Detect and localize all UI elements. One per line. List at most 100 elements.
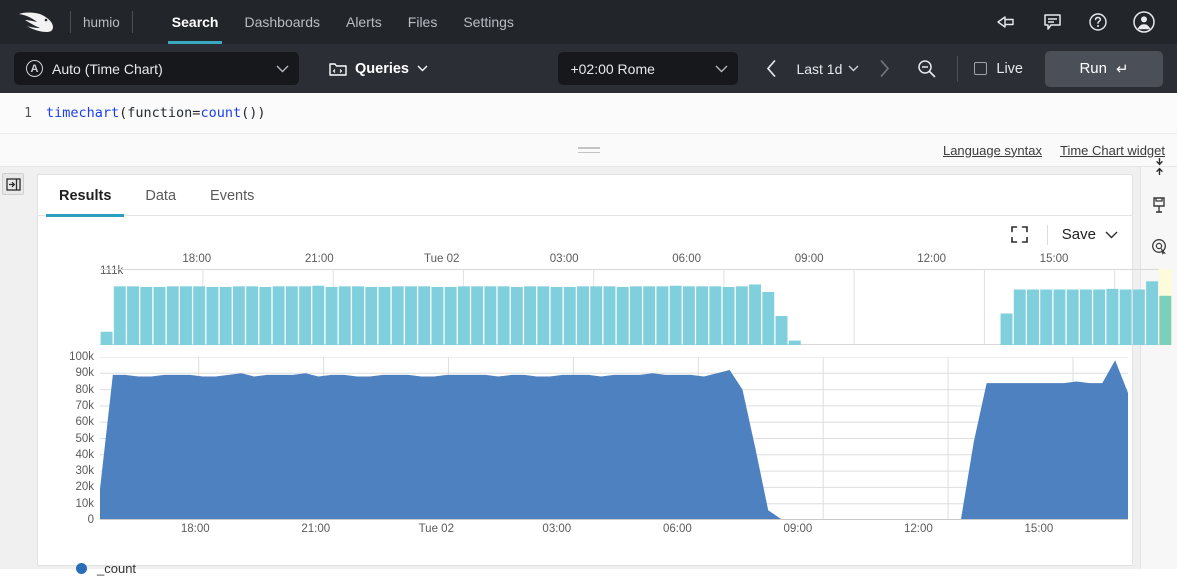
time-range-select[interactable]: Last 1d [788,61,867,77]
query-token-open: (function= [119,105,201,121]
main-x-tick: 06:00 [662,523,692,535]
editor-line-number: 1 [24,105,32,121]
live-label: Live [996,60,1023,77]
query-token-close: ()) [241,105,266,121]
splitter-grip-handle[interactable] [577,147,600,153]
timezone-label: +02:00 Rome [570,60,655,77]
main-nav-items: Search Dashboards Alerts Files Settings [159,0,527,44]
main-x-tick: 09:00 [783,523,813,535]
nav-item-settings[interactable]: Settings [463,14,514,30]
chevron-left-icon[interactable] [756,54,786,84]
main-y-tick: 60k [75,416,94,429]
main-y-tick: 0 [87,514,94,526]
language-syntax-link[interactable]: Language syntax [942,142,1042,158]
nav-item-dashboards[interactable]: Dashboards [244,14,320,30]
nav-item-search[interactable]: Search [159,0,232,44]
user-avatar-icon[interactable] [1131,9,1157,35]
mini-x-tick: 21:00 [304,253,334,265]
mini-x-tick: 09:00 [794,253,824,265]
legend-label: _count [97,561,137,576]
main-chart-x-labels: 18:00 21:00 Tue 02 03:00 06:00 09:00 12:00 15:0… [100,523,1092,539]
save-label: Save [1061,226,1096,243]
mini-x-tick: 18:00 [182,253,212,265]
target-pointer-icon[interactable] [1148,235,1170,257]
live-toggle[interactable]: Live [974,61,1023,77]
editor-links: Language syntax Time Chart widget [943,143,1177,158]
mini-chart-x-labels: 18:00 21:00 Tue 02 03:00 06:00 09:00 12:00 15:0… [100,253,1108,269]
results-body-area: Results Data Events Save 18:00 21:00 Tue 0… [0,157,1177,576]
main-y-tick: 30k [75,465,94,478]
zoom-out-icon[interactable] [911,54,941,84]
save-button[interactable]: Save [1062,226,1118,243]
mini-x-tick: 12:00 [917,253,946,265]
collapse-vertical-icon[interactable] [1148,155,1170,177]
main-x-tick: Tue 02 [418,523,454,535]
tab-data[interactable]: Data [145,187,177,204]
editor-splitter-bar: Language syntax Time Chart widget [0,134,1177,167]
chevron-right-icon[interactable] [869,54,899,84]
chevron-down-icon [1105,231,1118,239]
nav-item-alerts[interactable]: Alerts [345,14,382,30]
nav-item-files[interactable]: Files [407,14,438,30]
mini-x-tick: Tue 02 [424,253,460,265]
chevron-down-icon [417,65,428,72]
main-x-tick: 18:00 [180,523,210,535]
query-editor[interactable]: 1 timechart(function=count()) [0,93,1177,134]
query-token-timechart: timechart [46,105,120,121]
time-range-controls: Last 1d [756,54,941,84]
queries-folder-icon [329,61,347,77]
mini-chart-svg[interactable] [100,269,1172,345]
chart-legend: _count [50,541,136,576]
query-text[interactable]: timechart(function=count()) [46,105,265,121]
run-label: Run [1079,60,1107,77]
query-token-count: count [200,105,242,121]
main-y-tick: 90k [75,367,94,380]
save-widget-icon[interactable] [1148,195,1170,217]
chat-icon[interactable] [1039,9,1065,35]
main-area-chart[interactable]: 0 10k 20k 30k 40k 50k 60k 70k 80k 90k 100k 18:00 21… [50,351,1128,576]
main-y-tick: 40k [75,448,94,461]
mini-x-tick: 15:00 [1039,253,1069,265]
tab-events[interactable]: Events [210,187,255,204]
main-x-tick: 21:00 [301,523,331,535]
main-y-tick: 70k [75,399,94,412]
main-x-tick: 12:00 [904,523,933,535]
nav-divider-1 [70,11,71,33]
expand-panel-icon[interactable] [2,173,24,195]
live-checkbox[interactable] [974,62,988,75]
mini-x-tick: 03:00 [549,253,579,265]
main-x-tick: 03:00 [542,523,572,535]
main-y-tick: 80k [75,383,94,396]
main-chart-svg[interactable] [100,357,1128,520]
help-icon[interactable] [1085,9,1111,35]
nav-right-icons [993,9,1163,35]
legend-color-dot [76,563,87,574]
fullscreen-icon[interactable] [1007,222,1033,248]
queries-button[interactable]: Queries [329,61,428,77]
auto-badge-icon: A [26,60,43,77]
chart-action-bar: Save [38,216,1132,253]
time-range-label: Last 1d [796,60,843,77]
mini-timeline-chart[interactable]: 18:00 21:00 Tue 02 03:00 06:00 09:00 12:00 15:0… [50,253,1172,345]
main-x-tick: 15:00 [1024,523,1054,535]
timezone-select[interactable]: +02:00 Rome [558,52,739,85]
query-toolbar: A Auto (Time Chart) Queries +02:00 Rome … [0,44,1177,93]
chevron-down-icon [266,65,289,73]
falcon-logo-icon[interactable] [14,0,58,44]
tab-results[interactable]: Results [42,175,128,217]
enter-key-icon: ↵ [1115,60,1129,78]
megaphone-icon[interactable] [993,9,1019,35]
time-chart-widget-link[interactable]: Time Chart widget [1060,142,1165,158]
chart-bar-divider [1046,224,1048,245]
queries-label: Queries [355,60,409,77]
results-tabs: Results Data Events [38,175,1132,217]
left-rail [0,167,26,569]
chart-mode-select[interactable]: A Auto (Time Chart) [14,52,299,85]
run-button[interactable]: Run ↵ [1045,50,1163,87]
mini-x-tick: 06:00 [672,253,702,265]
toolbar-divider [957,55,959,82]
main-y-tick: 10k [75,497,94,510]
nav-divider-2 [131,11,133,33]
org-name[interactable]: humio [83,14,120,30]
main-y-tick: 50k [75,432,94,445]
